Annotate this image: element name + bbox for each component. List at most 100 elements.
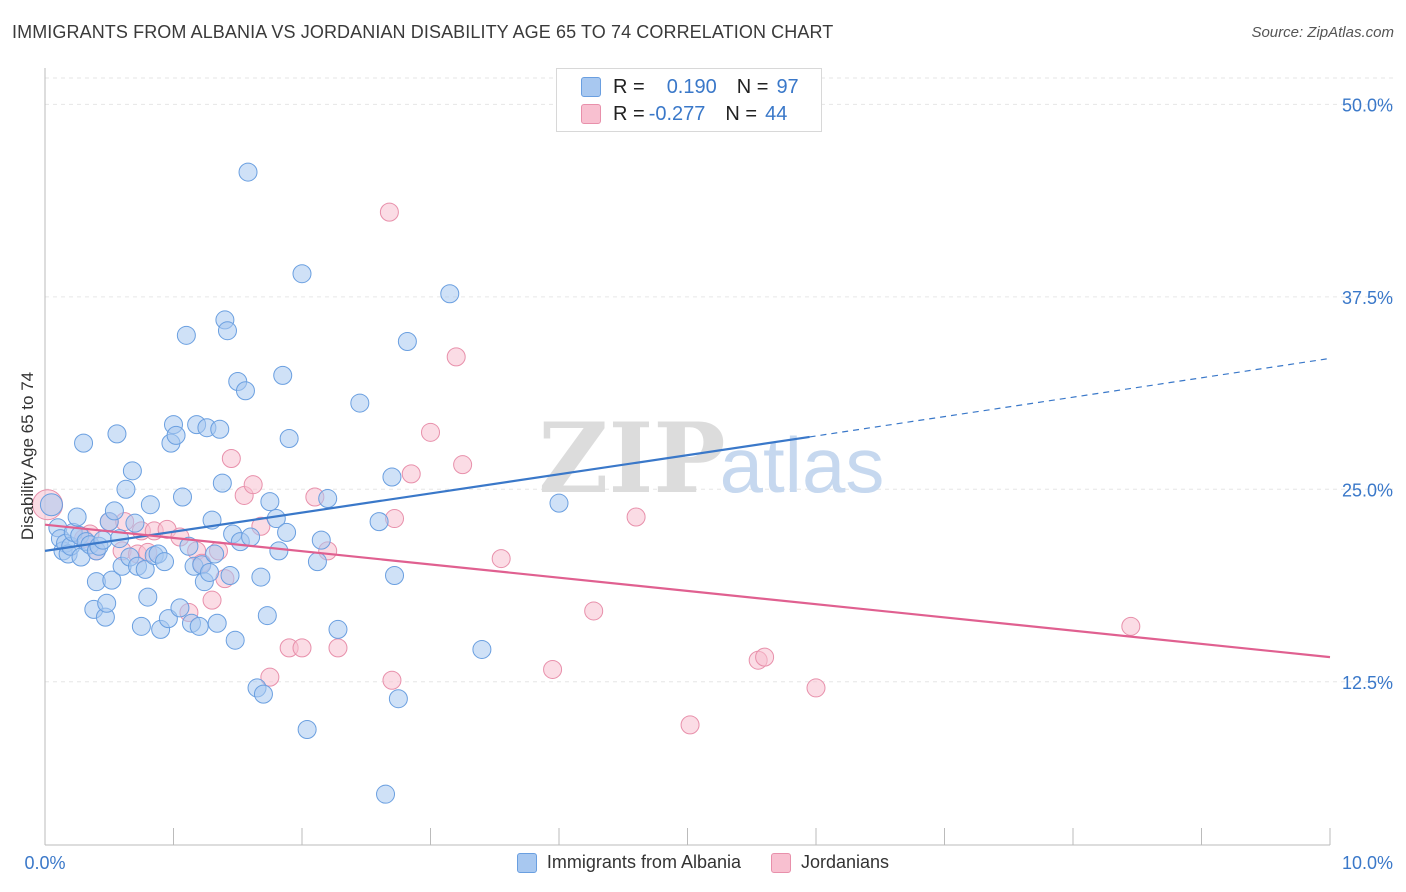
albania-point xyxy=(140,495,160,515)
y-tick-label: 37.5% xyxy=(1342,288,1393,308)
albania-point xyxy=(257,606,277,626)
albania-point xyxy=(138,587,158,607)
albania-point xyxy=(238,162,258,182)
jordan-point xyxy=(401,464,421,484)
albania-point xyxy=(205,544,225,564)
jordan-point xyxy=(806,678,826,698)
jordan-point xyxy=(446,347,466,367)
y-tick-label: 50.0% xyxy=(1342,95,1393,115)
albania-point xyxy=(549,493,569,513)
albania-point xyxy=(311,530,331,550)
albania-points xyxy=(39,162,569,804)
jordan-point xyxy=(382,670,402,690)
albania-point xyxy=(251,567,271,587)
legend-n-value: 44 xyxy=(765,102,788,125)
x-tick-label: 0.0% xyxy=(24,853,65,873)
y-axis-label: Disability Age 65 to 74 xyxy=(18,372,37,540)
jordan-point xyxy=(328,638,348,658)
watermark: ZIP atlas xyxy=(538,402,884,515)
legend-r-value: -0.277 xyxy=(648,102,706,125)
albania-point xyxy=(210,419,230,439)
jordan-point xyxy=(421,422,440,442)
albania-trend-extension xyxy=(809,357,1331,438)
jordan-point xyxy=(626,507,646,527)
bottom-legend-swatch-albania xyxy=(516,852,537,873)
jordan-point xyxy=(221,449,241,468)
albania-point xyxy=(397,331,417,351)
albania-point xyxy=(472,639,492,659)
bottom-legend-label: Jordanians xyxy=(801,852,890,872)
bottom-legend-albania[interactable]: Immigrants from Albania xyxy=(516,852,741,873)
albania-point xyxy=(217,321,237,341)
jordan-point xyxy=(584,601,604,621)
albania-point xyxy=(179,536,199,556)
legend-r-label: R = xyxy=(613,102,645,125)
albania-point xyxy=(166,425,186,445)
jordan-point xyxy=(543,659,563,679)
albania-point xyxy=(199,562,219,582)
jordan-point xyxy=(243,475,263,495)
albania-point xyxy=(189,616,209,636)
albania-point xyxy=(107,424,127,444)
legend-r-value: 0.190 xyxy=(666,75,717,98)
albania-point xyxy=(176,325,196,345)
watermark-atlas: atlas xyxy=(720,421,885,509)
albania-point xyxy=(122,461,142,481)
albania-point xyxy=(97,593,117,613)
albania-point xyxy=(170,598,190,618)
jordan-point xyxy=(379,202,399,222)
legend-swatch-jordan xyxy=(581,104,601,124)
albania-point xyxy=(225,630,245,650)
albania-point xyxy=(297,720,317,740)
legend-r-label: R = xyxy=(613,75,645,98)
jordan-trend-line xyxy=(44,523,1331,659)
albania-point xyxy=(388,689,408,709)
chart-title: IMMIGRANTS FROM ALBANIA VS JORDANIAN DIS… xyxy=(12,22,834,42)
albania-point xyxy=(279,428,299,448)
albania-point xyxy=(207,613,227,633)
albania-point xyxy=(212,473,232,493)
bottom-legend-jordan[interactable]: Jordanians xyxy=(771,852,889,873)
albania-point xyxy=(104,501,124,521)
albania-point xyxy=(385,566,405,586)
legend-n-value: 97 xyxy=(776,75,799,98)
albania-point xyxy=(273,365,293,385)
albania-point xyxy=(269,541,289,561)
legend-n-label: N = xyxy=(725,102,758,125)
jordan-point xyxy=(453,455,473,475)
legend-n-label: N = xyxy=(736,75,769,98)
albania-point xyxy=(307,552,327,572)
jordan-point xyxy=(755,647,775,667)
albania-point xyxy=(116,479,136,499)
axes xyxy=(44,68,1331,846)
jordan-point xyxy=(292,638,312,658)
albania-point xyxy=(328,619,348,639)
source-label: Source: ZipAtlas.com xyxy=(1251,24,1394,41)
y-tick-label: 12.5% xyxy=(1342,673,1393,693)
albania-point xyxy=(172,487,192,507)
albania-point xyxy=(235,381,255,401)
albania-point xyxy=(93,530,113,550)
albania-point xyxy=(131,616,151,636)
albania-point xyxy=(241,527,261,547)
albania-point xyxy=(376,784,396,804)
x-tick-label: 10.0% xyxy=(1342,853,1393,873)
albania-point xyxy=(220,566,240,586)
albania-point xyxy=(277,522,297,542)
albania-trend-line xyxy=(44,435,810,552)
jordan-point xyxy=(1121,616,1141,636)
albania-point xyxy=(39,493,63,517)
jordan-point xyxy=(260,667,280,687)
albania-point xyxy=(350,393,370,413)
albania-point xyxy=(369,512,389,532)
bottom-legend-swatch-jordan xyxy=(771,852,791,873)
bottom-legend: Immigrants from Albania Jordanians xyxy=(0,852,1406,873)
y-tick-label: 25.0% xyxy=(1342,480,1393,500)
jordan-point xyxy=(202,590,222,610)
bottom-legend-label: Immigrants from Albania xyxy=(546,852,741,872)
albania-point xyxy=(125,513,145,533)
albania-point xyxy=(440,284,460,304)
jordan-point xyxy=(680,715,700,735)
albania-point xyxy=(74,433,94,453)
legend-row-albania: R = 0.190 N = 97 xyxy=(581,74,799,100)
